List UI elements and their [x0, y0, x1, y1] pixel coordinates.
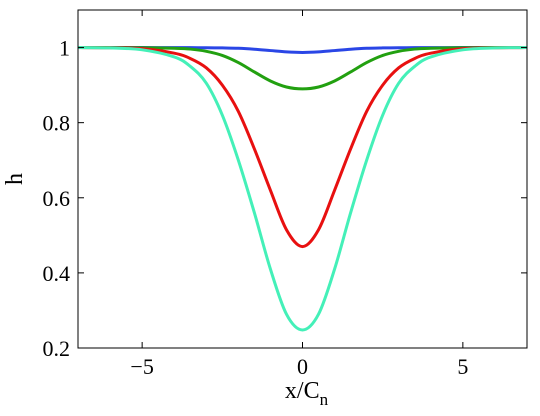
y-axis-label: h	[2, 173, 28, 185]
series-line-2	[77, 46, 528, 91]
series-layer	[77, 46, 528, 332]
x-tick-label-2: 0	[297, 354, 308, 379]
x-tick-label-3: 5	[457, 354, 468, 379]
x-tick-label-1: −5	[130, 354, 153, 379]
plot-frame	[77, 9, 528, 349]
tick-layer: −5 0 5 0.2 0.4 0.6 0.8 1	[43, 10, 527, 379]
y-tick-label-2: 0.4	[43, 261, 71, 286]
series-line-3	[77, 46, 528, 249]
series-line-4	[77, 46, 528, 332]
x-axis-label-subscript: n	[320, 390, 329, 409]
y-tick-label-1: 0.2	[43, 336, 71, 361]
x-axis-label: x/Cn	[285, 378, 329, 409]
y-tick-label-4: 0.8	[43, 111, 71, 136]
y-tick-label-3: 0.6	[43, 186, 71, 211]
y-tick-label-5: 1	[59, 36, 70, 61]
x-axis-label-main: x/C	[285, 378, 320, 404]
